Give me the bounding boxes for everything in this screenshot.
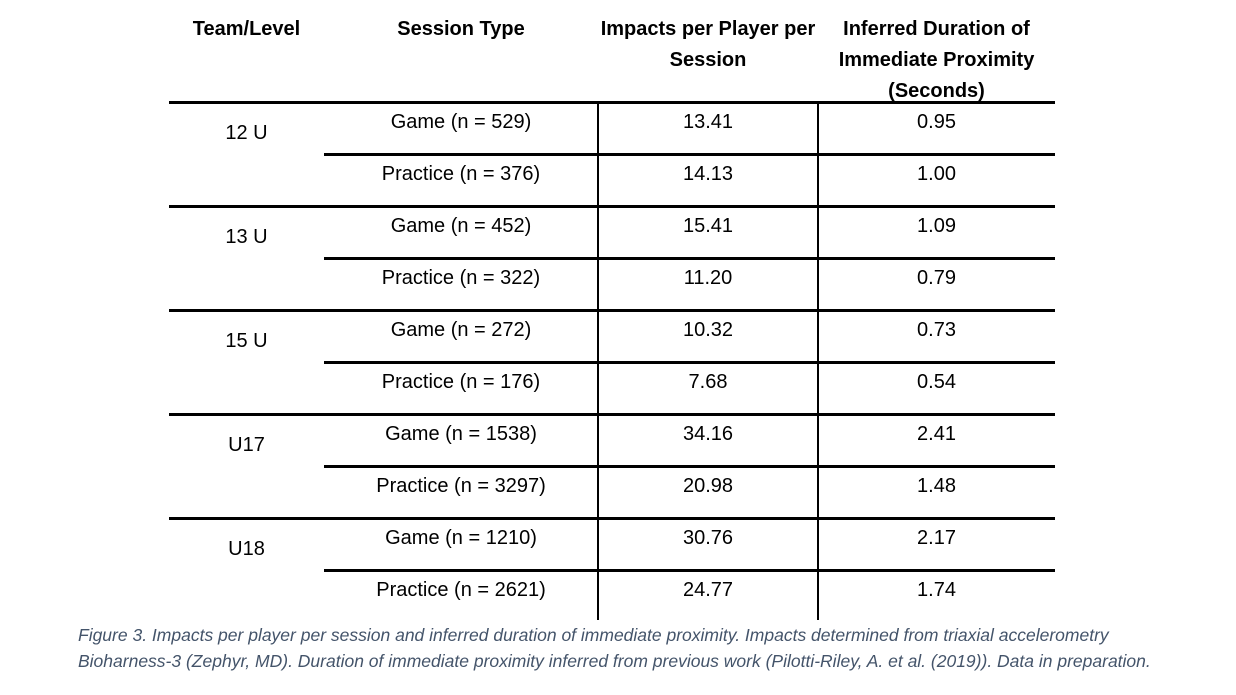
session-type-cell: Game (n = 452) — [390, 215, 532, 237]
session-type-cell: Practice (n = 176) — [381, 371, 541, 393]
session-type-cell: Game (n = 1538) — [385, 423, 537, 445]
session-type-cell: Game (n = 529) — [390, 111, 532, 133]
session-type-cell: Practice (n = 2621) — [376, 579, 546, 601]
duration-cell: 1.09 — [917, 215, 956, 237]
impacts-cell: 13.41 — [682, 111, 734, 133]
group-divider — [169, 101, 1055, 104]
session-type-cell: Game (n = 1210) — [385, 527, 537, 549]
group-divider — [169, 517, 1055, 520]
team-level-cell: 13 U — [225, 226, 268, 248]
duration-cell: 0.54 — [917, 371, 956, 393]
team-level-cell: 15 U — [225, 330, 268, 352]
group-divider — [169, 413, 1055, 416]
row-divider — [324, 569, 1055, 572]
team-level-cell: U18 — [228, 538, 265, 560]
row-divider — [324, 257, 1055, 260]
duration-cell: 2.17 — [917, 527, 956, 549]
impacts-cell: 15.41 — [682, 215, 734, 237]
duration-cell: 0.95 — [917, 111, 956, 133]
row-divider — [324, 361, 1055, 364]
group-divider — [169, 205, 1055, 208]
row-divider — [324, 465, 1055, 468]
impacts-cell: 14.13 — [682, 163, 734, 185]
impacts-cell: 24.77 — [682, 579, 734, 601]
session-type-cell: Practice (n = 3297) — [376, 475, 546, 497]
header-session-type: Session Type — [397, 18, 525, 40]
duration-cell: 0.79 — [917, 267, 956, 289]
team-level-cell: U17 — [228, 434, 265, 456]
figure-caption: Figure 3. Impacts per player per session… — [78, 625, 1151, 671]
impacts-cell: 20.98 — [682, 475, 734, 497]
session-type-cell: Game (n = 272) — [390, 319, 532, 341]
team-level-cell: 12 U — [225, 122, 268, 144]
row-divider — [324, 153, 1055, 156]
duration-cell: 1.48 — [917, 475, 956, 497]
session-type-cell: Practice (n = 322) — [381, 267, 541, 289]
group-divider — [169, 309, 1055, 312]
header-impacts: Impacts per Player per Session — [600, 18, 816, 71]
session-type-cell: Practice (n = 376) — [381, 163, 541, 185]
duration-cell: 1.00 — [917, 163, 956, 185]
impacts-cell: 11.20 — [683, 267, 733, 289]
impacts-cell: 34.16 — [682, 423, 734, 445]
impacts-cell: 30.76 — [682, 527, 734, 549]
header-team-level: Team/Level — [192, 18, 301, 40]
duration-cell: 1.74 — [917, 579, 956, 601]
impacts-cell: 7.68 — [688, 371, 728, 393]
duration-cell: 0.73 — [917, 319, 956, 341]
impacts-cell: 10.32 — [682, 319, 734, 341]
duration-cell: 2.41 — [917, 423, 956, 445]
header-duration: Inferred Duration of Immediate Proximity… — [838, 18, 1035, 102]
